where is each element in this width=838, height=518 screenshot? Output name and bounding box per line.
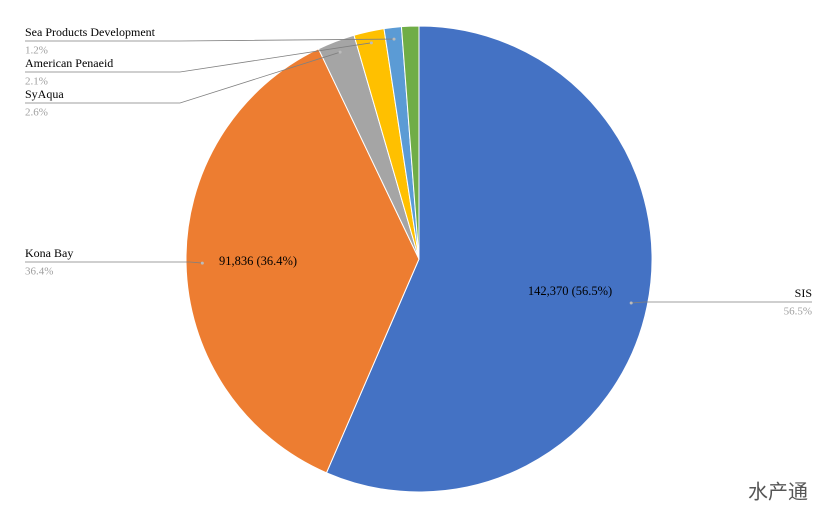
leader-line (25, 261, 203, 264)
legend-label: SIS (795, 286, 812, 300)
value-label: 2.6% (25, 107, 48, 119)
legend-label: SyAqua (25, 87, 64, 101)
legend-label: Kona Bay (25, 246, 73, 260)
leader-dot (369, 41, 373, 45)
legend-label: American Penaeid (25, 56, 113, 70)
pie-slice (185, 48, 420, 474)
watermark: 水产通 (748, 481, 808, 504)
legend-label: Sea Products Development (25, 25, 156, 39)
value-label: 56.5% (784, 306, 812, 318)
leader-dot (200, 261, 204, 265)
pie-slice (400, 25, 420, 260)
leader-dot (629, 301, 633, 305)
leader-dot (392, 37, 396, 41)
leader-dot (338, 50, 342, 54)
value-label: 1.2% (25, 45, 48, 57)
pie-slice (325, 25, 653, 493)
data-label: 91,836 (36.4%) (219, 254, 297, 268)
value-label: 36.4% (25, 266, 53, 278)
data-label: 142,370 (56.5%) (528, 284, 612, 298)
value-label: 2.1% (25, 76, 48, 88)
leader-line (25, 51, 341, 104)
leader-line (25, 42, 372, 73)
leader-line (631, 301, 812, 304)
leader-line (25, 38, 395, 42)
